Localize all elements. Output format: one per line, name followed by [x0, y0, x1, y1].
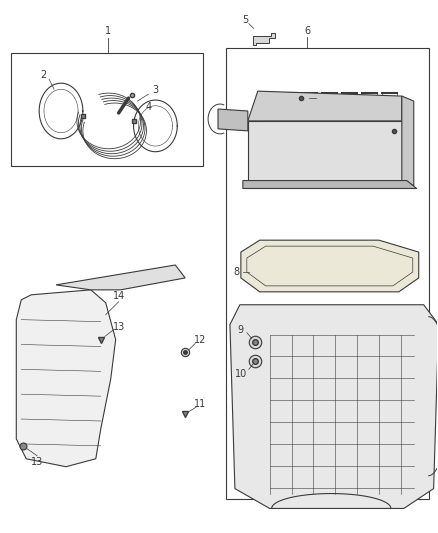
Polygon shape: [243, 181, 417, 189]
Text: 9: 9: [238, 325, 244, 335]
Polygon shape: [248, 121, 402, 181]
Text: 3: 3: [152, 85, 159, 95]
Text: 1: 1: [105, 27, 111, 36]
Text: 2: 2: [40, 70, 46, 80]
Text: 8: 8: [234, 267, 240, 277]
Text: 13: 13: [113, 321, 125, 332]
Text: 5: 5: [242, 14, 248, 25]
Polygon shape: [56, 265, 185, 290]
Polygon shape: [253, 34, 275, 45]
Polygon shape: [241, 240, 419, 292]
Polygon shape: [218, 109, 248, 131]
Text: 10: 10: [235, 369, 247, 379]
Text: 11: 11: [194, 399, 206, 409]
Bar: [226, 49, 429, 498]
Polygon shape: [230, 305, 438, 508]
Text: 7: 7: [316, 93, 322, 103]
Polygon shape: [402, 96, 414, 185]
Text: 6: 6: [304, 26, 311, 36]
Bar: [11, 53, 203, 166]
Polygon shape: [248, 91, 402, 121]
Text: 14: 14: [113, 291, 125, 301]
Text: 13: 13: [31, 457, 43, 467]
Polygon shape: [16, 290, 116, 467]
Text: 4: 4: [145, 102, 152, 112]
Text: 12: 12: [194, 335, 206, 344]
